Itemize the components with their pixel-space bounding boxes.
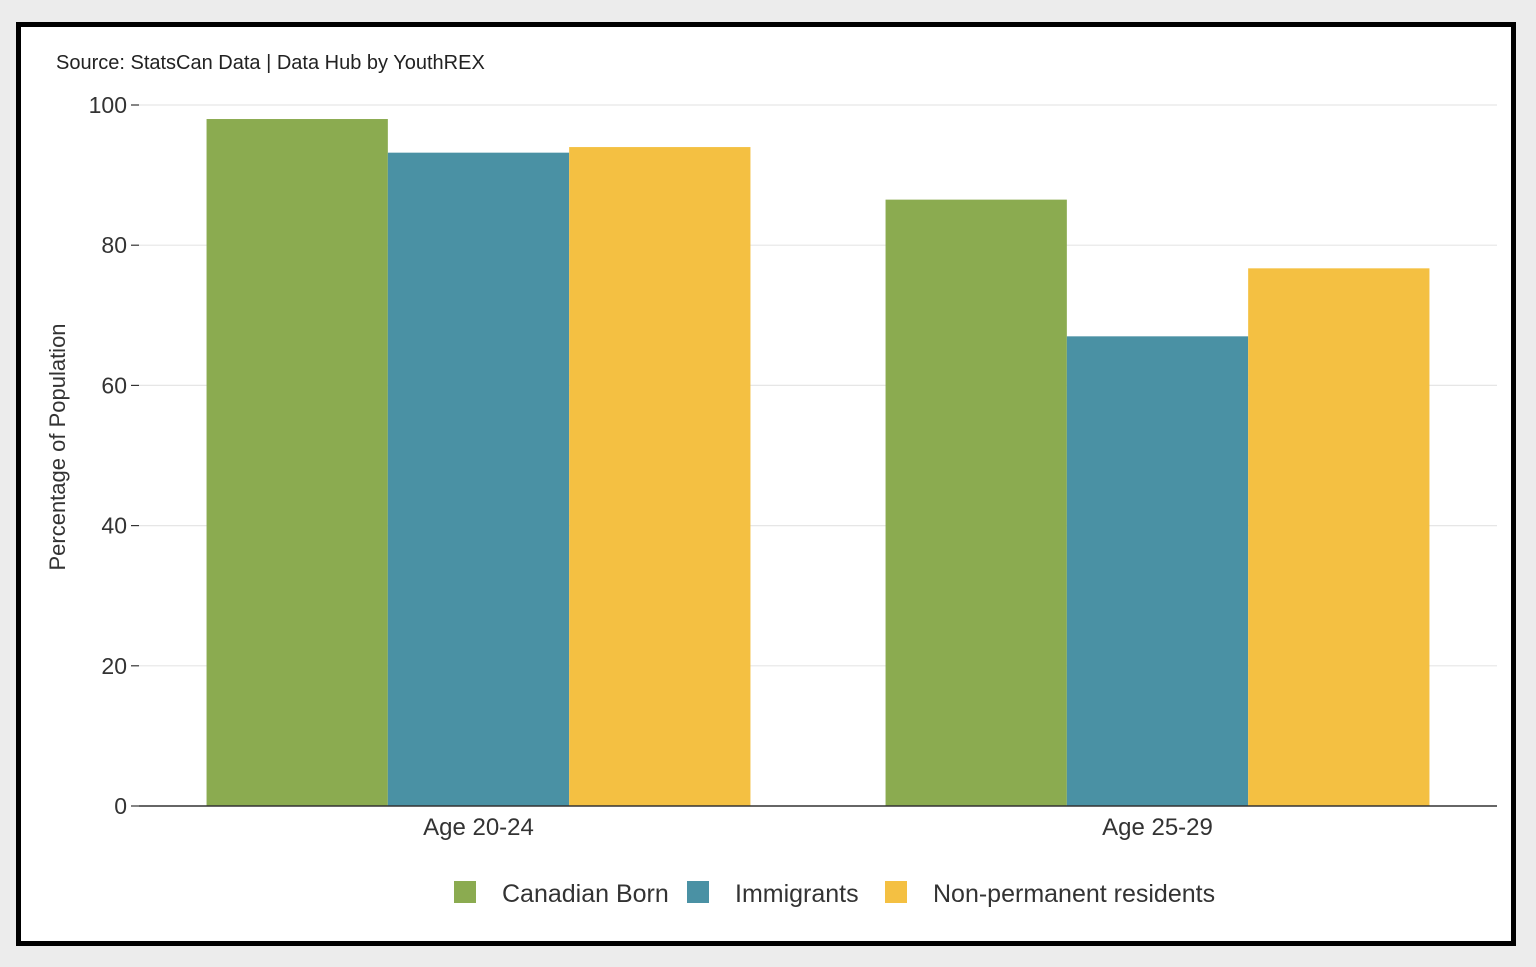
legend-swatch: [454, 881, 476, 903]
source-caption: Source: StatsCan Data | Data Hub by Yout…: [56, 52, 485, 74]
legend-label: Canadian Born: [502, 880, 669, 908]
chart-frame: Source: StatsCan Data | Data Hub by Yout…: [16, 22, 1516, 946]
axes: 0 20 40 60 80 100 Age 20-24 Age 25-29: [89, 92, 1497, 841]
bar-immigrants-age-20-24: [387, 152, 570, 807]
legend-label: Immigrants: [735, 880, 859, 908]
bars: [206, 119, 1430, 807]
bar-immigrants-age-25-29: [1066, 336, 1249, 806]
legend-swatch: [687, 881, 709, 903]
bar-canadian-born-age-25-29: [885, 199, 1067, 806]
bar-non-permanent-residents-age-20-24: [569, 147, 751, 806]
y-tick-label: 80: [101, 232, 127, 258]
y-tick-label: 0: [114, 793, 127, 819]
x-category-label: Age 25-29: [1102, 814, 1213, 841]
y-axis-title: Percentage of Population: [45, 323, 70, 570]
legend: Canadian Born Immigrants Non-permanent res…: [454, 880, 1215, 908]
bar-chart: Source: StatsCan Data | Data Hub by Yout…: [45, 52, 1497, 908]
legend-swatch: [885, 881, 907, 903]
y-tick-label: 40: [101, 513, 127, 539]
y-tick-label: 60: [101, 372, 127, 398]
x-category-label: Age 20-24: [423, 814, 534, 841]
y-tick-label: 100: [89, 92, 127, 118]
bar-canadian-born-age-20-24: [206, 119, 388, 806]
legend-label: Non-permanent residents: [933, 880, 1215, 908]
y-tick-label: 20: [101, 653, 127, 679]
bar-non-permanent-residents-age-25-29: [1248, 268, 1430, 806]
